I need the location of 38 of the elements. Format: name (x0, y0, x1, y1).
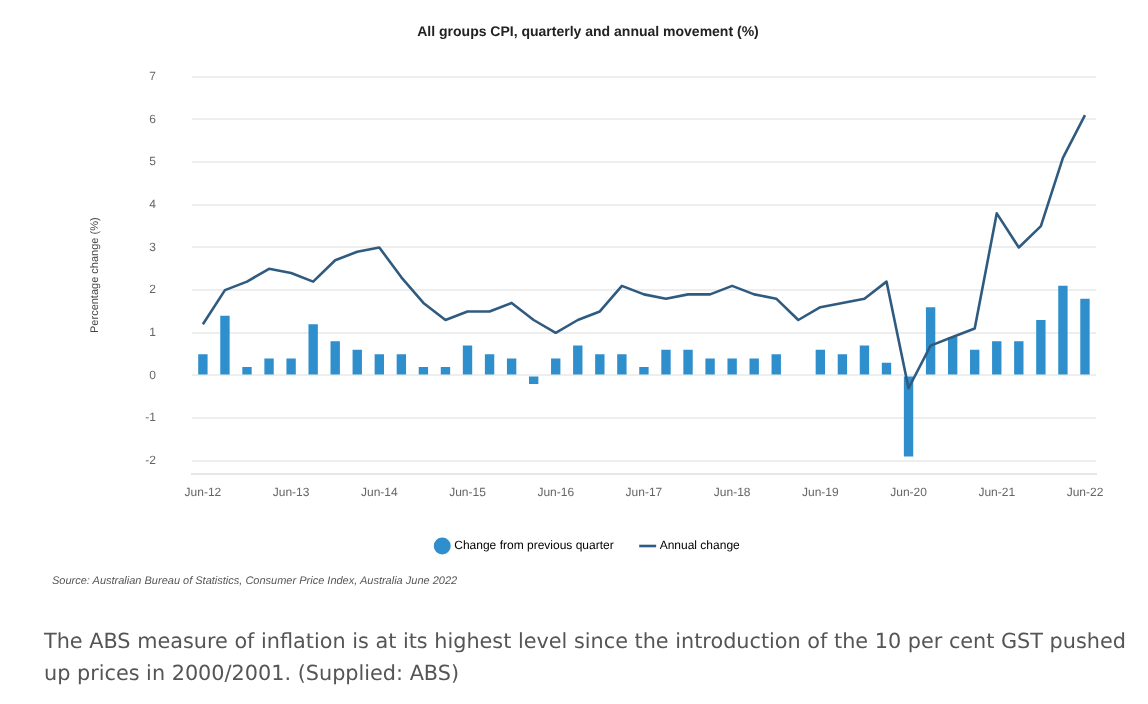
bar (970, 349, 980, 375)
bar (1058, 285, 1068, 375)
text: The ABS measure of inflation is at its highest level since the introduction of the 10 per cent GST pushed up prices in 2000/2001. (Supplied: ABS) (44, 628, 1128, 690)
bar (683, 349, 693, 375)
bar (198, 354, 208, 375)
bar (925, 307, 936, 375)
bar (705, 358, 715, 375)
bar (1036, 320, 1046, 375)
bar (992, 341, 1002, 375)
bar (595, 354, 605, 375)
bar (727, 358, 737, 375)
bar (308, 324, 318, 375)
bar (374, 354, 384, 375)
bar (220, 315, 230, 375)
bar (859, 345, 870, 375)
bar (1080, 298, 1090, 375)
bar (462, 345, 473, 375)
bar (573, 345, 583, 375)
bar (639, 366, 649, 375)
bar (242, 366, 252, 375)
bar (484, 354, 495, 375)
bar (815, 349, 826, 375)
bar (771, 354, 781, 375)
bar (661, 349, 671, 375)
bar (749, 358, 759, 375)
bar (903, 376, 914, 457)
bar (286, 358, 296, 375)
bar (528, 376, 539, 384)
bar (330, 341, 340, 375)
bar (264, 358, 274, 375)
bar (396, 354, 407, 375)
bar (551, 358, 561, 375)
bar (617, 354, 627, 375)
bar (947, 337, 958, 375)
bar (1014, 341, 1024, 375)
bar (837, 354, 848, 375)
bar (352, 349, 362, 375)
bar (506, 358, 517, 375)
